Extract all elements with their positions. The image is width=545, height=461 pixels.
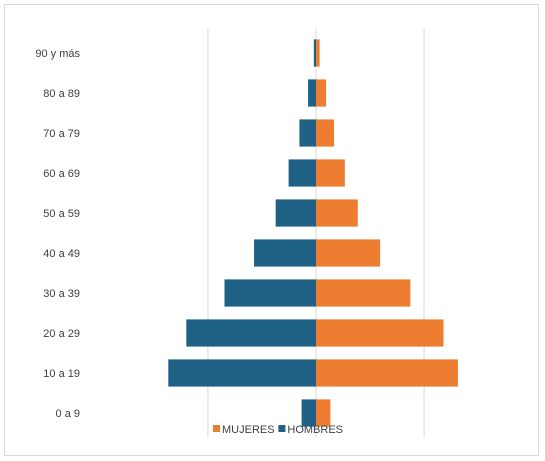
bar-hombres-9: [313, 39, 316, 67]
category-axis-labels: 0 a 9 10 a 19 20 a 29 30 a 39 40 a 49 50 a 59…: [35, 48, 80, 420]
bars: [168, 39, 458, 427]
bar-mujeres-2: [316, 319, 444, 347]
legend-swatch-mujeres: [213, 425, 220, 432]
category-label-7: 70 a 79: [43, 128, 80, 140]
category-label-1: 10 a 19: [43, 368, 80, 380]
category-label-4: 40 a 49: [43, 248, 80, 260]
bar-mujeres-9: [316, 39, 320, 67]
bar-hombres-1: [168, 359, 316, 387]
bar-mujeres-7: [316, 119, 335, 147]
population-pyramid-chart: 0 a 9 10 a 19 20 a 29 30 a 39 40 a 49 50 a 59…: [35, 29, 458, 437]
bar-hombres-2: [186, 319, 316, 347]
legend-label-hombres: HOMBRES: [287, 424, 343, 436]
bar-hombres-4: [254, 239, 316, 267]
bar-mujeres-3: [316, 279, 411, 307]
bar-hombres-5: [275, 199, 316, 227]
category-label-3: 30 a 39: [43, 288, 80, 300]
bar-mujeres-1: [316, 359, 458, 387]
bar-mujeres-0: [316, 399, 331, 427]
bar-hombres-6: [288, 159, 316, 187]
category-label-6: 60 a 69: [43, 168, 80, 180]
chart-frame: 0 a 9 10 a 19 20 a 29 30 a 39 40 a 49 50 a 59…: [4, 4, 539, 456]
category-label-9: 90 y más: [35, 48, 80, 60]
bar-mujeres-4: [316, 239, 381, 267]
bar-mujeres-8: [316, 79, 327, 107]
bar-hombres-0: [301, 399, 316, 427]
category-label-8: 80 a 89: [43, 88, 80, 100]
legend-label-mujeres: MUJERES: [222, 424, 275, 436]
bar-mujeres-6: [316, 159, 345, 187]
category-label-0: 0 a 9: [56, 408, 80, 420]
legend-swatch-hombres: [278, 425, 286, 432]
bar-hombres-8: [308, 79, 316, 107]
bar-hombres-3: [224, 279, 316, 307]
legend: MUJERES HOMBRES: [213, 424, 343, 436]
bar-mujeres-5: [316, 199, 358, 227]
category-label-5: 50 a 59: [43, 208, 80, 220]
category-label-2: 20 a 29: [43, 328, 80, 340]
bar-hombres-7: [299, 119, 316, 147]
